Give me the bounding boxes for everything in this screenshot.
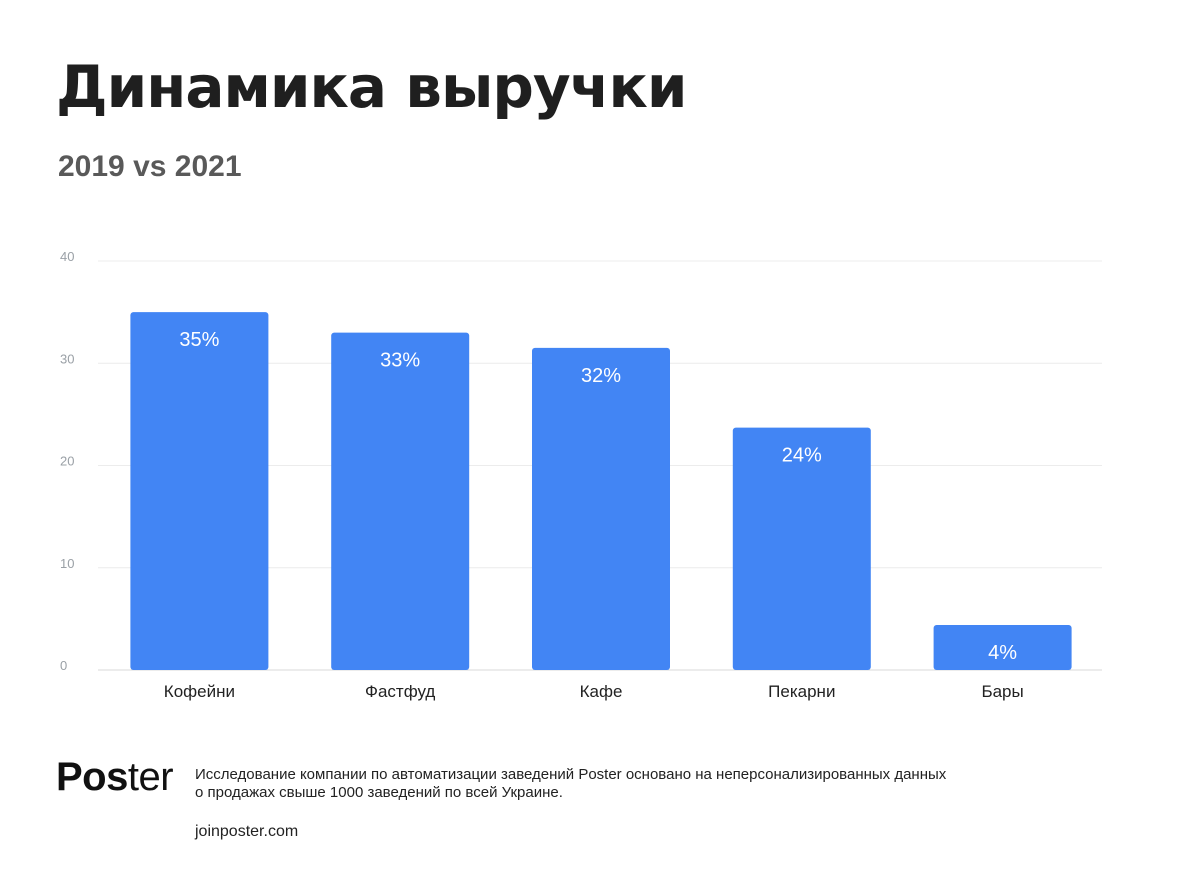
y-tick-label: 30 [60,351,74,366]
chart-subtitle: 2019 vs 2021 [58,150,242,183]
y-tick-label: 10 [60,556,74,571]
bar-data-label: 32% [581,365,621,387]
x-category-label: Бары [981,682,1023,701]
bar-data-label: 24% [782,445,822,467]
y-axis-ticks: 0 10 20 30 40 [60,249,74,673]
bar [732,427,871,670]
logo-rest-part: ter [127,755,174,799]
bar [331,332,470,670]
bars: 35% 33% 32% 24% 4% [130,312,1072,670]
x-category-label: Фастфуд [365,682,435,701]
bar [130,312,269,670]
disclaimer-text: Исследование компании по автоматизации з… [195,766,947,801]
bar [933,625,1072,670]
poster-logo: Poster [56,755,174,799]
bar [532,347,670,670]
x-axis-labels: Кофейни Фастфуд Кафе Пекарни Бары [164,682,1024,701]
x-category-label: Пекарни [768,682,835,701]
bar-data-label: 35% [179,329,219,351]
y-tick-label: 0 [60,658,67,673]
logo-bold-part: Pos [56,755,128,799]
bar-data-label: 4% [988,642,1017,664]
bar-data-label: 33% [380,350,420,372]
y-tick-label: 20 [60,454,74,469]
y-tick-label: 40 [60,249,74,264]
x-category-label: Кофейни [164,682,235,701]
chart-title: Динамика выручки [56,53,688,121]
x-category-label: Кафе [580,682,623,701]
website-link[interactable]: joinposter.com [195,823,299,840]
